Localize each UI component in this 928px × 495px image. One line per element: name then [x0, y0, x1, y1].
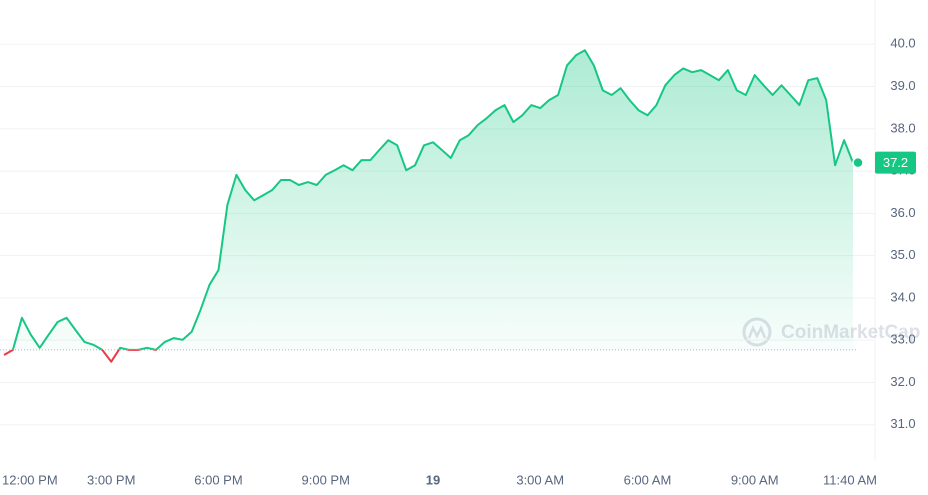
- x-tick-label: 11:40 AM: [823, 472, 877, 487]
- y-tick-label: 39.0: [890, 78, 915, 93]
- price-tag-label: 37.2: [883, 155, 908, 170]
- y-tick-label: 38.0: [890, 120, 915, 135]
- y-tick-label: 35.0: [890, 247, 915, 262]
- x-tick-label: 6:00 AM: [624, 472, 672, 487]
- price-line-up: [10, 49, 854, 350]
- y-tick-label: 33.0: [890, 332, 915, 347]
- y-tick-label: 31.0: [890, 416, 915, 431]
- x-tick-label: 3:00 AM: [516, 472, 564, 487]
- x-tick-label: 12:00 PM: [2, 472, 58, 487]
- x-tick-label: 9:00 PM: [302, 472, 350, 487]
- x-tick-label: 19: [426, 472, 440, 487]
- price-area: [12, 50, 853, 350]
- x-tick-label: 6:00 PM: [194, 472, 242, 487]
- y-tick-label: 36.0: [890, 205, 915, 220]
- x-tick-label: 3:00 PM: [87, 472, 135, 487]
- price-tag: [875, 151, 916, 174]
- last-point: [852, 156, 864, 169]
- y-tick-label: 40.0: [890, 36, 915, 51]
- x-tick-label: 9:00 AM: [731, 472, 779, 487]
- y-tick-label: 34.0: [890, 289, 915, 304]
- y-tick-label: 32.0: [890, 374, 915, 389]
